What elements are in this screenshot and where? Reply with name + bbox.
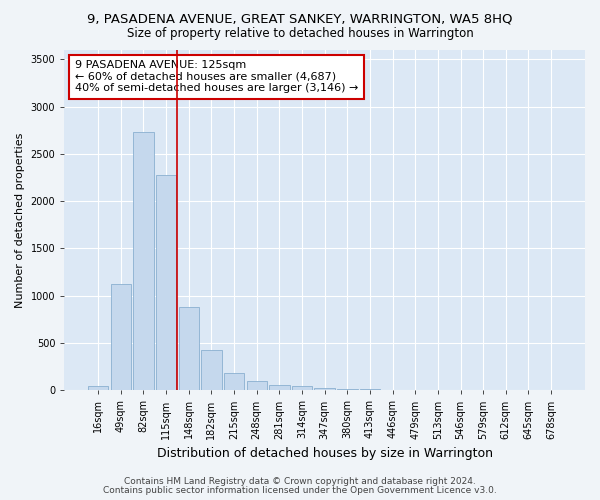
Bar — [269, 384, 290, 390]
Text: 9 PASADENA AVENUE: 125sqm
← 60% of detached houses are smaller (4,687)
40% of se: 9 PASADENA AVENUE: 125sqm ← 60% of detac… — [75, 60, 358, 94]
Bar — [110, 284, 131, 391]
X-axis label: Distribution of detached houses by size in Warrington: Distribution of detached houses by size … — [157, 447, 493, 460]
Bar — [179, 307, 199, 390]
Bar — [201, 350, 221, 391]
Bar — [292, 386, 312, 390]
Bar — [88, 386, 109, 390]
Text: Size of property relative to detached houses in Warrington: Size of property relative to detached ho… — [127, 28, 473, 40]
Bar — [224, 373, 244, 390]
Y-axis label: Number of detached properties: Number of detached properties — [15, 132, 25, 308]
Bar — [314, 388, 335, 390]
Text: 9, PASADENA AVENUE, GREAT SANKEY, WARRINGTON, WA5 8HQ: 9, PASADENA AVENUE, GREAT SANKEY, WARRIN… — [87, 12, 513, 26]
Bar — [156, 175, 176, 390]
Bar — [247, 382, 267, 390]
Text: Contains HM Land Registry data © Crown copyright and database right 2024.: Contains HM Land Registry data © Crown c… — [124, 477, 476, 486]
Bar — [133, 132, 154, 390]
Text: Contains public sector information licensed under the Open Government Licence v3: Contains public sector information licen… — [103, 486, 497, 495]
